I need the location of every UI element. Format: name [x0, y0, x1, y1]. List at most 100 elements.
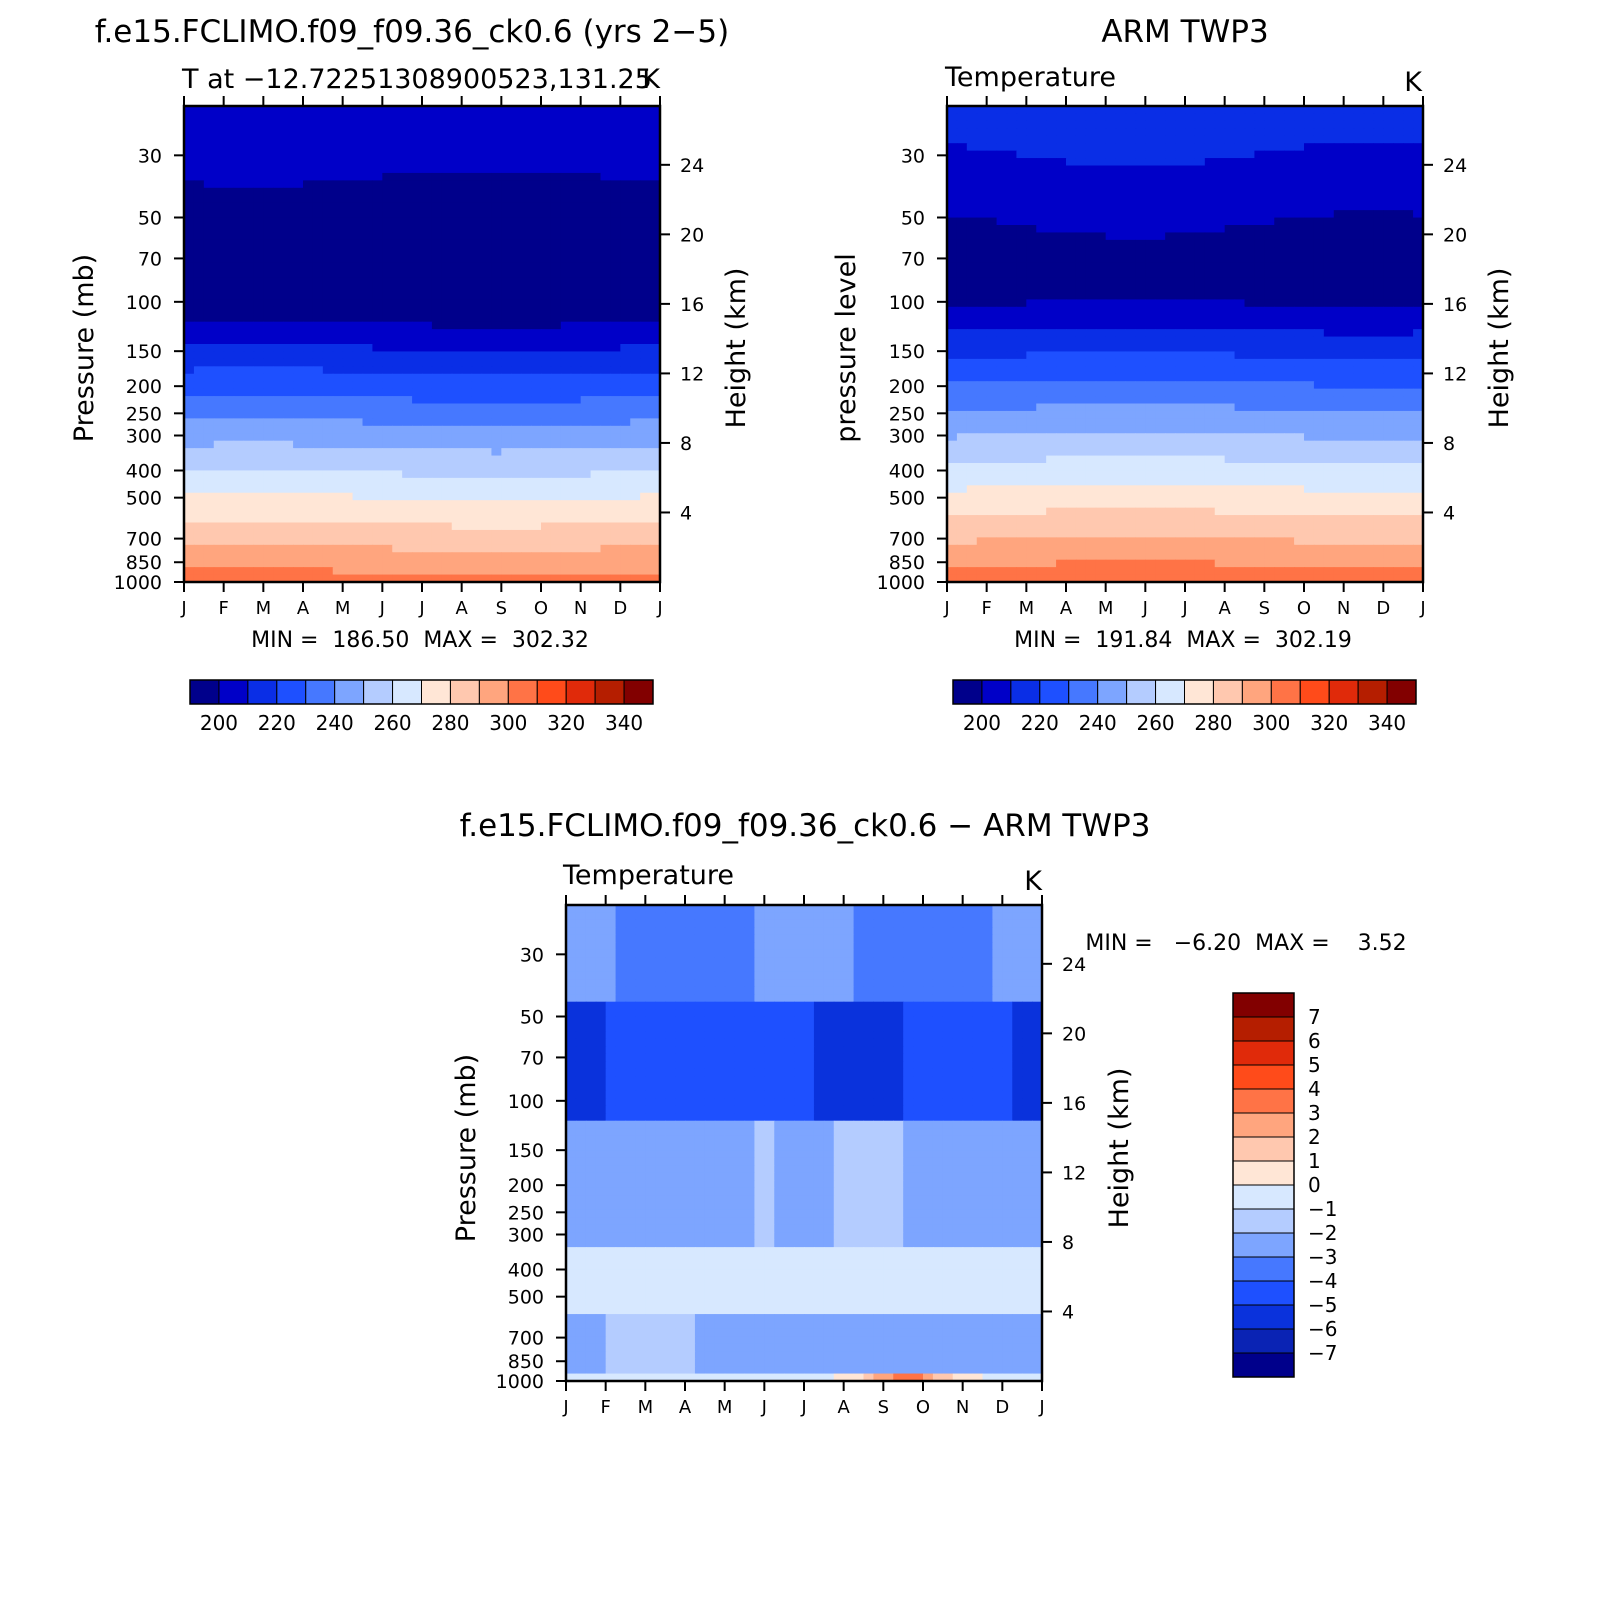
obs-field-cell	[1075, 135, 1087, 144]
model-field-cell	[600, 470, 612, 479]
model-field-cell	[203, 165, 215, 174]
obs-field-cell	[1185, 135, 1196, 144]
obs-field-cell	[1204, 120, 1216, 129]
model-field-cell	[223, 329, 235, 338]
obs-field-cell	[947, 113, 958, 122]
obs-field-cell	[1383, 321, 1394, 330]
obs-field-cell	[1115, 262, 1127, 271]
model-field-cell	[193, 158, 205, 167]
obs-field-cell	[1313, 262, 1325, 271]
obs-field-cell	[1413, 247, 1424, 256]
model-field-cell	[362, 135, 374, 144]
model-field-cell	[293, 239, 304, 248]
model-field-cell	[332, 217, 344, 226]
obs-field-cell	[1304, 344, 1315, 353]
model-field-cell	[233, 515, 245, 524]
model-field-cell	[402, 358, 413, 367]
obs-field-cell	[1343, 128, 1355, 137]
obs-field-cell	[1095, 269, 1107, 278]
model-field-cell	[322, 455, 334, 464]
obs-panel-title: ARM TWP3	[1101, 14, 1268, 50]
obs-field-cell	[1214, 165, 1226, 174]
model-field-cell	[293, 358, 304, 367]
model-field-cell	[332, 425, 344, 434]
obs-field-cell	[1224, 291, 1236, 300]
obs-field-cell	[996, 187, 1008, 196]
model-field-cell	[382, 239, 393, 248]
model-field-cell	[620, 321, 631, 330]
model-field-cell	[590, 373, 602, 382]
model-field-cell	[382, 247, 393, 256]
model-field-cell	[223, 247, 235, 256]
obs-field-cell	[1026, 187, 1037, 196]
obs-field-cell	[1125, 217, 1137, 226]
model-field-cell	[213, 329, 225, 338]
model-field-cell	[620, 470, 631, 479]
model-field-cell	[253, 262, 264, 271]
model-field-cell	[610, 113, 621, 122]
model-field-cell	[422, 358, 433, 367]
model-plot: J F M A M J J A S O N D J305070100150200250300400500…	[114, 96, 704, 619]
model-field-cell	[372, 515, 383, 524]
obs-field-cell	[1413, 195, 1424, 204]
model-field-cell	[233, 463, 245, 472]
model-field-cell	[511, 306, 522, 315]
model-field-cell	[511, 247, 522, 256]
model-field-cell	[233, 172, 245, 181]
model-field-cell	[203, 477, 215, 486]
obs-field-cell	[1294, 225, 1305, 234]
model-field-cell	[402, 537, 413, 546]
model-field-cell	[392, 321, 403, 330]
model-field-cell	[253, 470, 264, 479]
obs-field-cell	[1075, 113, 1087, 122]
obs-field-cell	[1204, 284, 1216, 293]
model-field-cell	[610, 336, 621, 345]
model-field-cell	[293, 522, 304, 531]
obs-field-cell	[986, 202, 998, 211]
model-field-cell	[273, 366, 284, 375]
model-field-cell	[620, 522, 631, 531]
model-field-cell	[253, 314, 264, 323]
model-field-cell	[511, 262, 522, 271]
model-field-cell	[184, 165, 195, 174]
obs-field-cell	[1075, 329, 1087, 338]
model-field-cell	[431, 321, 443, 330]
obs-field-cell	[956, 172, 968, 181]
obs-field-cell	[1244, 239, 1256, 248]
obs-field-cell	[1393, 187, 1404, 196]
model-field-cell	[521, 515, 532, 524]
model-field-cell	[481, 425, 493, 434]
model-field-cell	[312, 329, 324, 338]
model-field-cell	[283, 329, 294, 338]
obs-field-cell	[1194, 381, 1206, 390]
obs-field-cell	[1363, 128, 1375, 137]
model-field-cell	[461, 448, 473, 457]
model-field-cell	[610, 329, 621, 338]
model-field-cell	[650, 388, 661, 397]
obs-field-cell	[1125, 158, 1137, 167]
model-field-cell	[471, 403, 483, 412]
model-field-cell	[243, 537, 255, 546]
obs-field-cell	[966, 232, 978, 241]
obs-field-cell	[1313, 284, 1325, 293]
model-field-cell	[412, 291, 423, 300]
model-field-cell	[610, 120, 621, 129]
model-field-cell	[560, 321, 572, 330]
model-field-cell	[352, 463, 364, 472]
obs-field-cell	[986, 210, 998, 219]
obs-field-cell	[1284, 269, 1295, 278]
obs-field-cell	[1016, 351, 1027, 360]
model-field-cell	[431, 410, 443, 419]
model-field-cell	[610, 150, 621, 159]
model-field-cell	[560, 336, 572, 345]
obs-field-cell	[1016, 120, 1027, 129]
obs-field-cell	[1403, 165, 1414, 174]
model-field-cell	[541, 358, 552, 367]
obs-field-cell	[1393, 284, 1404, 293]
obs-field-cell	[1264, 180, 1275, 189]
obs-field-cell	[1274, 336, 1285, 345]
model-field-cell	[531, 314, 542, 323]
model-field-cell	[640, 440, 651, 449]
model-field-cell	[253, 522, 264, 531]
model-field-cell	[382, 403, 393, 412]
